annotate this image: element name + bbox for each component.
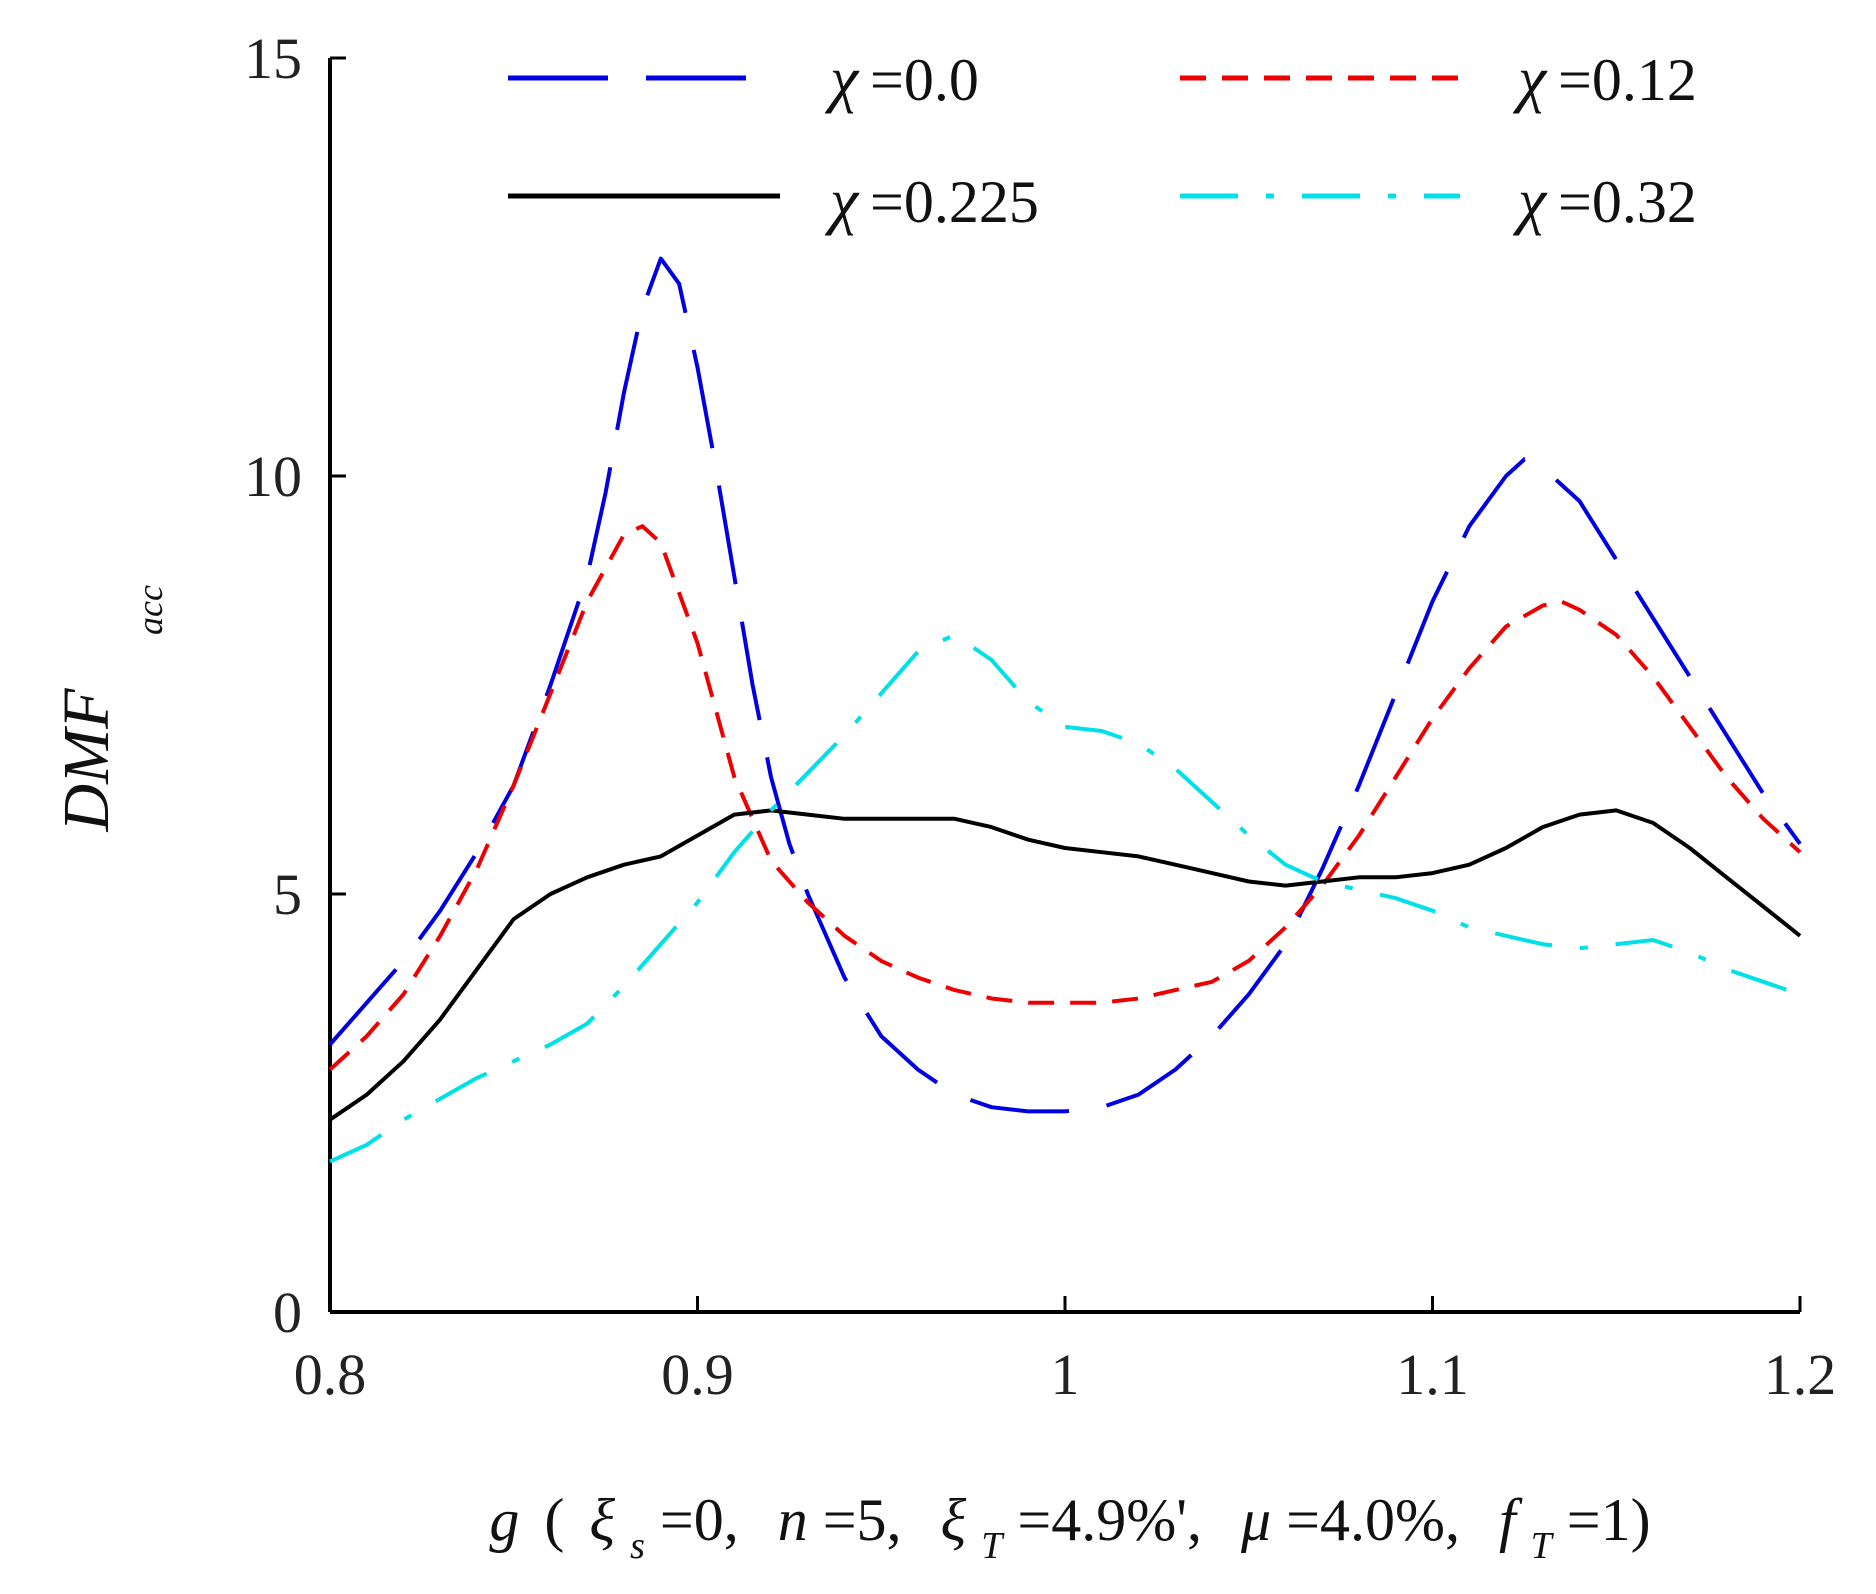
legend-symbol-chi-0-0: χ — [824, 43, 860, 114]
x-label-xi-s: ξ — [589, 1487, 615, 1553]
legend-symbol-chi-0-12: χ — [1512, 43, 1548, 114]
x-tick-label: 1.2 — [1764, 1342, 1837, 1407]
y-axis-label-main: DMF — [50, 688, 123, 833]
series-line-0-32 — [329, 632, 1801, 1164]
x-label-xi-s-val: =0, — [660, 1487, 739, 1553]
x-tick-label: 1 — [1051, 1342, 1080, 1407]
y-tick-label: 0 — [273, 1280, 302, 1345]
x-label-xi-t-val: =4.9%', — [1017, 1487, 1202, 1553]
x-tick-label: 0.8 — [294, 1342, 367, 1407]
y-axis-label-sub: acc — [130, 585, 170, 635]
y-tick-label: 15 — [244, 26, 302, 91]
x-label-n-val: =5, — [823, 1487, 902, 1553]
x-label-g: g — [489, 1487, 519, 1553]
series-line-0-0 — [328, 256, 1802, 1114]
x-label-xi-s-sub: s — [630, 1525, 645, 1567]
y-tick-label: 10 — [244, 444, 302, 509]
x-label-f: f — [1499, 1487, 1523, 1553]
legend-symbol-chi-0-32: χ — [1512, 165, 1548, 236]
series-line-0-225 — [328, 808, 1802, 1122]
x-label-f-val: =1) — [1567, 1487, 1651, 1553]
x-label-n: n — [778, 1487, 808, 1553]
x-tick-label: 0.9 — [661, 1342, 734, 1407]
x-tick-label: 1.1 — [1396, 1342, 1469, 1407]
axes: 0 5 10 15 0.8 0.9 1 1.1 1.2 — [244, 26, 1836, 1407]
x-label-mu: μ — [1240, 1487, 1271, 1553]
y-tick-label: 5 — [273, 862, 302, 927]
series-layer — [328, 256, 1802, 1164]
legend-label-chi-0-0: =0.0 — [870, 47, 979, 113]
y-axis-label: DMF acc — [50, 585, 170, 832]
legend-symbol-chi-0-225: χ — [824, 165, 860, 236]
x-axis-label: g ( ξ s =0, n =5, ξ T =4.9%', μ =4.0%, f… — [489, 1487, 1650, 1571]
legend-label-chi-0-225: =0.225 — [870, 169, 1039, 235]
x-label-mu-val: =4.0%, — [1286, 1487, 1460, 1553]
legend-label-chi-0-32: =0.32 — [1558, 169, 1697, 235]
legend: χ =0.0 χ =0.12 χ =0.225 χ =0.32 — [508, 43, 1697, 236]
x-label-xi-t: ξ — [941, 1487, 967, 1553]
x-label-open: ( — [544, 1487, 564, 1553]
legend-label-chi-0-12: =0.12 — [1558, 47, 1697, 113]
x-label-xi-t-sub: T — [981, 1525, 1005, 1567]
x-label-f-sub: T — [1531, 1525, 1555, 1567]
